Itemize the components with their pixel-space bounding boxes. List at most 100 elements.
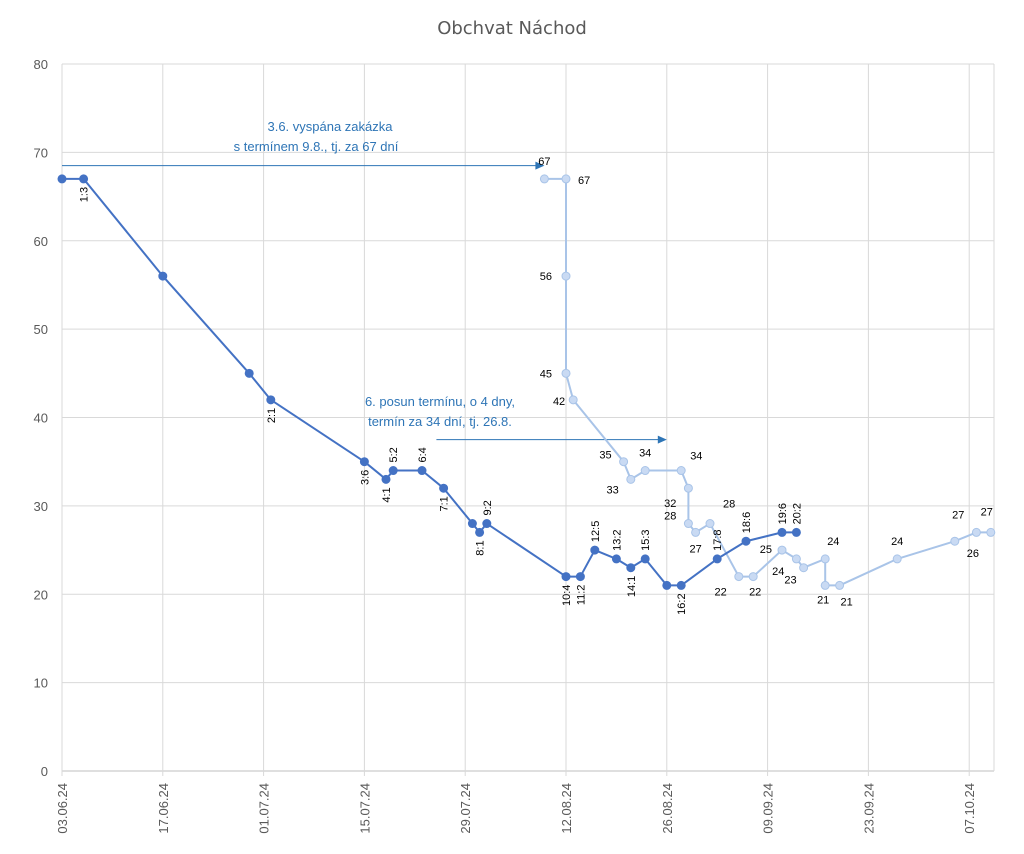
x-tick-label-6: 26.08.24 [660, 783, 675, 834]
annotations: 3.6. vyspána zakázka s termínem 9.8., tj… [62, 119, 667, 444]
primary-label-15: 12:5 [590, 521, 602, 542]
secondary-point-9 [683, 483, 693, 493]
primary-point-13 [561, 572, 571, 582]
primary-point-15 [590, 545, 600, 555]
x-tick-label-8: 23.09.24 [861, 783, 876, 834]
primary-point-17 [626, 563, 636, 573]
secondary-point-23 [971, 527, 981, 537]
secondary-point-15 [777, 545, 787, 555]
secondary-label-24: 27 [981, 506, 993, 518]
secondary-label-1: 67 [578, 175, 590, 187]
secondary-label-21: 24 [891, 536, 903, 548]
secondary-point-0 [539, 174, 549, 184]
primary-label-24: 20:2 [791, 503, 803, 524]
primary-label-9: 7:1 [439, 496, 451, 511]
annotation-1-line-1: 3.6. vyspána zakázka [267, 119, 393, 134]
primary-point-21 [712, 554, 722, 564]
secondary-label-15: 25 [760, 544, 772, 556]
secondary-point-17 [799, 563, 809, 573]
primary-label-5: 3:6 [359, 470, 371, 485]
secondary-label-3: 45 [540, 368, 552, 380]
x-tick-label-9: 07.10.24 [962, 783, 977, 834]
secondary-label-17: 23 [784, 575, 796, 587]
secondary-label-22: 26 [967, 548, 979, 560]
secondary-label-8: 34 [690, 451, 702, 463]
secondary-point-4 [568, 395, 578, 405]
primary-point-24 [791, 527, 801, 537]
secondary-point-14 [748, 572, 758, 582]
point-labels: 1:3 2:1 3:6 4:1 5:2 6:4 7:1 8:1 9:2 10:4 11:2 12:5 1… [79, 156, 993, 615]
primary-point-1 [79, 174, 89, 184]
primary-point-19 [662, 580, 672, 590]
primary-label-8: 6:4 [417, 447, 429, 462]
series-secondary [539, 174, 996, 590]
secondary-point-3 [561, 368, 571, 378]
secondary-label-0: 67 [538, 156, 550, 168]
secondary-point-18 [820, 554, 830, 564]
x-tick-label-5: 12.08.24 [559, 783, 574, 834]
primary-point-2 [158, 271, 168, 281]
y-tick-label-10: 10 [34, 676, 48, 691]
primary-label-23: 19:6 [777, 503, 789, 524]
secondary-point-11 [691, 527, 701, 537]
primary-label-1: 1:3 [79, 187, 91, 202]
primary-point-11 [475, 527, 485, 537]
primary-point-14 [575, 572, 585, 582]
primary-label-13: 10:4 [561, 585, 573, 606]
secondary-point-7 [640, 466, 650, 476]
secondary-point-16 [791, 554, 801, 564]
secondary-label-10: 28 [664, 511, 676, 523]
primary-point-5 [359, 457, 369, 467]
secondary-label-20: 21 [840, 596, 852, 608]
primary-label-17: 14:1 [626, 576, 638, 597]
secondary-point-24 [986, 527, 996, 537]
x-tick-label-1: 17.06.24 [156, 783, 171, 834]
secondary-label-23: 27 [952, 509, 964, 521]
primary-point-22 [741, 536, 751, 546]
primary-point-18 [640, 554, 650, 564]
primary-label-20: 16:2 [676, 593, 688, 614]
y-tick-label-40: 40 [34, 411, 48, 426]
chart-title: Obchvat Náchod [437, 18, 587, 39]
y-tick-label-70: 70 [34, 145, 48, 160]
secondary-point-8 [676, 466, 686, 476]
y-axis-tick-labels: 0 10 20 30 40 50 60 70 80 [34, 57, 48, 779]
secondary-point-6 [626, 474, 636, 484]
secondary-label-16: 24 [772, 566, 784, 578]
annotation-1-line-2: s termínem 9.8., tj. za 67 dní [234, 139, 399, 154]
primary-label-14: 11:2 [575, 585, 587, 606]
secondary-label-14: 22 [749, 587, 761, 599]
primary-label-18: 15:3 [640, 529, 652, 550]
x-axis-tick-labels: 03.06.24 17.06.24 01.07.24 15.07.24 29.07.24… [55, 783, 977, 834]
secondary-label-19: 21 [817, 594, 829, 606]
secondary-point-10 [683, 519, 693, 529]
secondary-point-2 [561, 271, 571, 281]
annotation-2-line-1: 6. posun termínu, o 4 dny, [365, 394, 515, 409]
y-tick-label-50: 50 [34, 322, 48, 337]
secondary-label-2: 56 [540, 271, 552, 283]
primary-point-7 [388, 466, 398, 476]
primary-point-20 [676, 580, 686, 590]
secondary-label-13: 22 [715, 587, 727, 599]
primary-point-12 [482, 519, 492, 529]
primary-label-16: 13:2 [611, 529, 623, 550]
primary-label-6: 4:1 [381, 487, 393, 502]
secondary-label-18: 24 [827, 536, 839, 548]
x-tick-label-2: 01.07.24 [257, 783, 272, 834]
primary-point-16 [611, 554, 621, 564]
x-tick-label-7: 09.09.24 [761, 783, 776, 834]
y-tick-label-80: 80 [34, 57, 48, 72]
secondary-label-6: 33 [607, 484, 619, 496]
primary-label-21: 17:8 [712, 529, 724, 550]
annotation-arrowhead-2 [657, 435, 667, 444]
annotation-arrowhead-1 [535, 161, 545, 170]
secondary-point-22 [950, 536, 960, 546]
primary-point-0 [57, 174, 67, 184]
secondary-label-4: 42 [553, 396, 565, 408]
secondary-label-5: 35 [599, 450, 611, 462]
annotation-2-line-2: termín za 34 dní, tj. 26.8. [368, 414, 512, 429]
secondary-point-13 [734, 572, 744, 582]
x-gridlines [61, 64, 995, 776]
primary-point-8 [417, 466, 427, 476]
